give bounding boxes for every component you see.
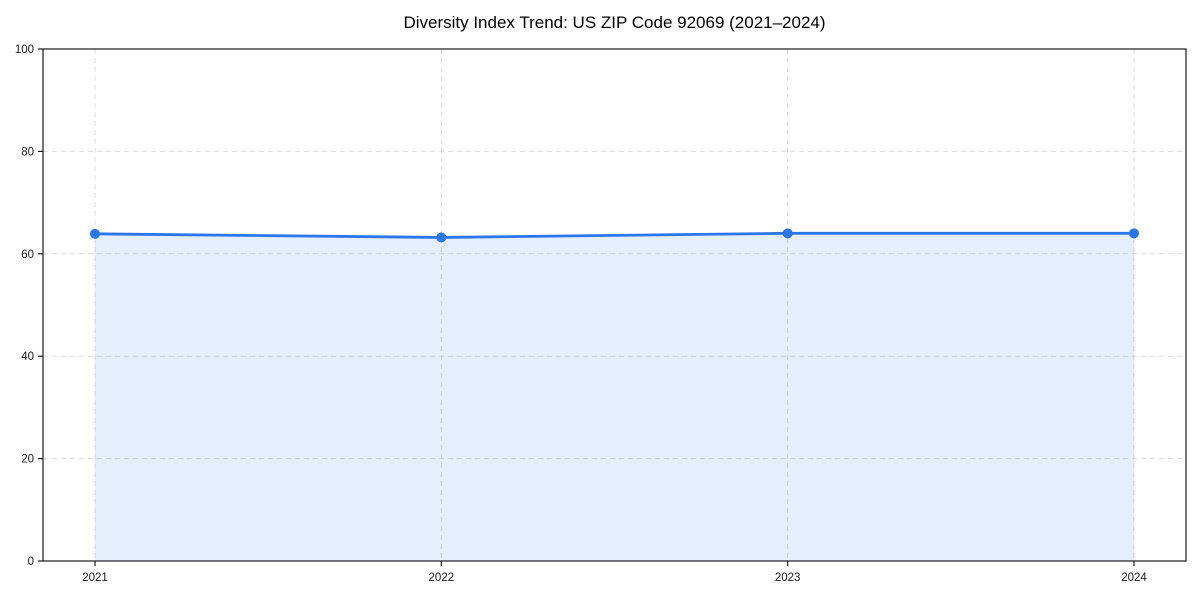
y-tick-label: 60 [21,249,34,261]
data-point-2024 [1129,228,1139,239]
area-fill [95,233,1134,561]
x-tick-label: 2024 [1121,572,1147,584]
data-point-2023 [782,228,793,239]
y-tick-label: 100 [15,44,34,56]
x-tick-label: 2022 [429,572,455,584]
plot-frame [42,48,1187,562]
y-tick-label: 40 [21,351,34,363]
y-tick-label: 80 [21,146,34,158]
data-point-2022 [436,232,447,243]
x-tick-label: 2021 [82,572,108,584]
x-tick-label: 2023 [775,572,801,584]
data-point-2021 [90,228,100,239]
y-tick-label: 0 [28,556,34,568]
chart-line [93,231,1136,239]
chart-title: Diversity Index Trend: US ZIP Code 92069… [403,13,826,32]
y-tick-label: 20 [21,454,34,466]
